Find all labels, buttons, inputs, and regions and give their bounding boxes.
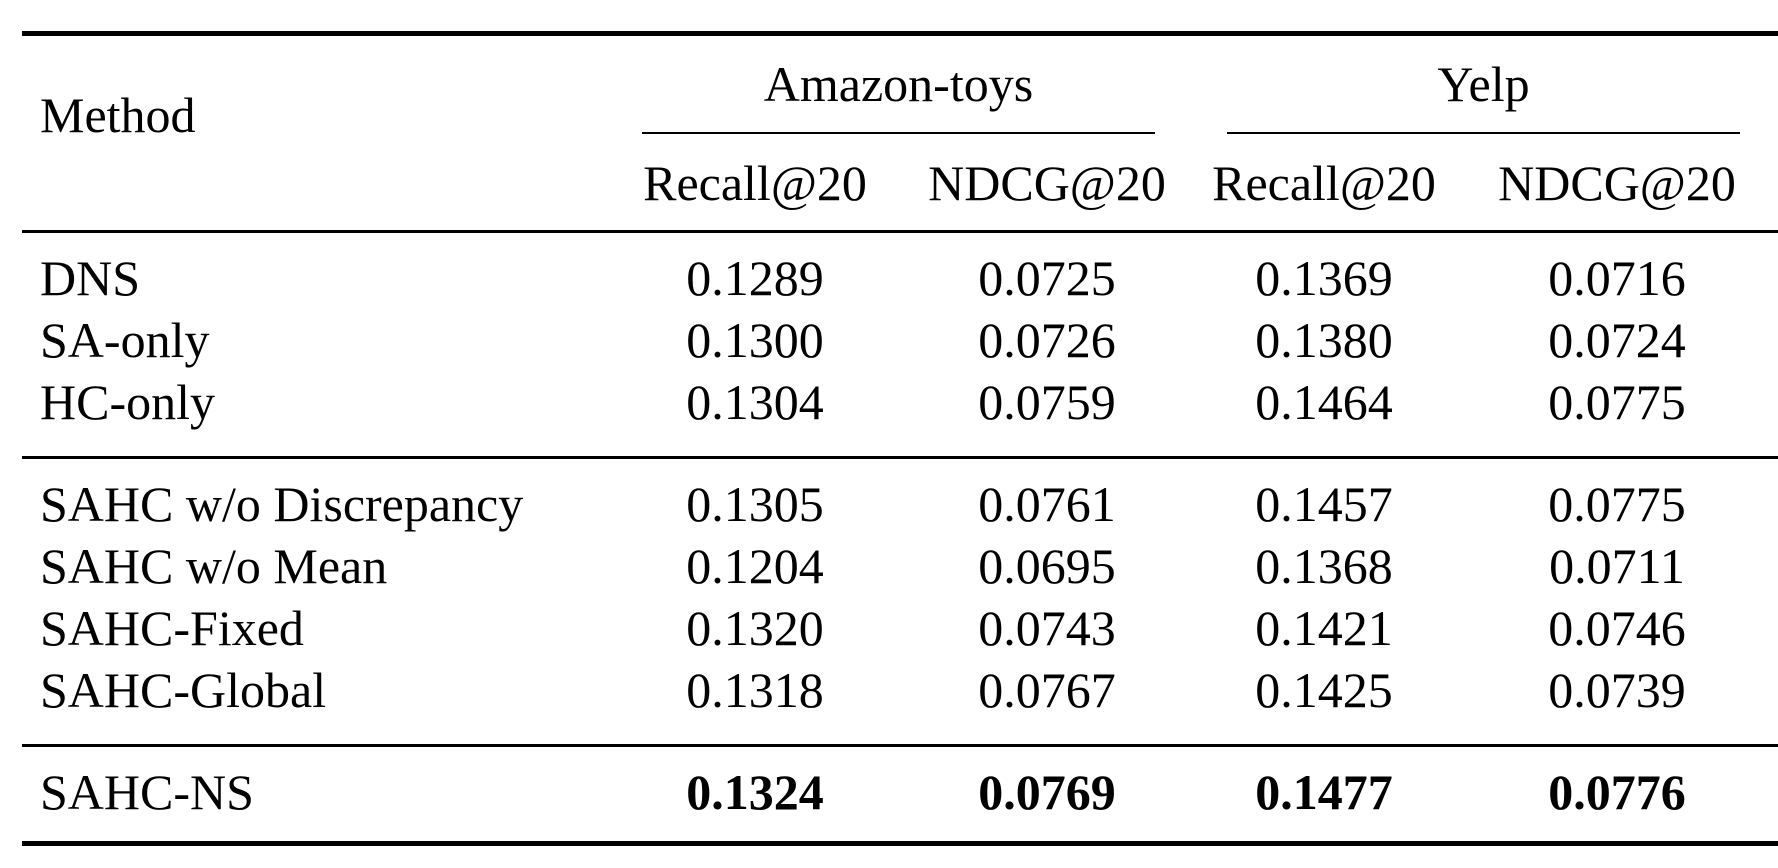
table-cell: 0.0739	[1548, 662, 1686, 718]
table-cell: 0.1425	[1255, 662, 1393, 718]
table-cell: 0.1305	[686, 476, 824, 532]
header-rule	[22, 230, 1778, 233]
table-cell: 0.1368	[1255, 538, 1393, 594]
table-cell: 0.1204	[686, 538, 824, 594]
table-cell: 0.0716	[1548, 250, 1686, 306]
table-cell: 0.1369	[1255, 250, 1393, 306]
table-cell: 0.0767	[978, 662, 1116, 718]
table-cell: 0.0743	[978, 600, 1116, 656]
table-cell: 0.1421	[1255, 600, 1393, 656]
top-rule	[22, 31, 1778, 36]
table-cell: 0.1318	[686, 662, 824, 718]
table-cell-best: 0.1477	[1255, 764, 1393, 820]
table-cell: 0.1320	[686, 600, 824, 656]
row-label: HC-only	[40, 374, 215, 430]
table-cell: 0.0725	[978, 250, 1116, 306]
table-cell: 0.0724	[1548, 312, 1686, 368]
table-cell: 0.0695	[978, 538, 1116, 594]
yelp-ndcg-header: NDCG@20	[1498, 155, 1736, 211]
group-header-amazon: Amazon-toys	[763, 56, 1034, 112]
table-cell: 0.1300	[686, 312, 824, 368]
group-header-yelp: Yelp	[1437, 56, 1530, 112]
table-cell: 0.1464	[1255, 374, 1393, 430]
table-cell: 0.0775	[1548, 374, 1686, 430]
table-cell-best: 0.1324	[686, 764, 824, 820]
amazon-group-rule	[642, 132, 1155, 134]
section-rule-1	[22, 456, 1778, 459]
bottom-rule	[22, 841, 1778, 846]
row-label: SAHC-NS	[40, 764, 254, 820]
yelp-recall-header: Recall@20	[1212, 155, 1436, 211]
amazon-recall-header: Recall@20	[643, 155, 867, 211]
row-label: DNS	[40, 250, 141, 306]
table-cell: 0.0775	[1548, 476, 1686, 532]
table-cell: 0.0761	[978, 476, 1116, 532]
table-cell: 0.1457	[1255, 476, 1393, 532]
row-label: SAHC w/o Discrepancy	[40, 476, 524, 532]
table-cell: 0.1380	[1255, 312, 1393, 368]
yelp-group-rule	[1227, 132, 1740, 134]
row-label: SAHC-Fixed	[40, 600, 304, 656]
table-cell-best: 0.0776	[1548, 764, 1686, 820]
table-cell: 0.0746	[1548, 600, 1686, 656]
table-cell: 0.1289	[686, 250, 824, 306]
row-label: SA-only	[40, 312, 210, 368]
table-cell: 0.0711	[1549, 538, 1685, 594]
row-label: SAHC w/o Mean	[40, 538, 388, 594]
amazon-ndcg-header: NDCG@20	[928, 155, 1166, 211]
section-rule-2	[22, 744, 1778, 747]
results-table: Method Amazon-toys Yelp Recall@20 NDCG@2…	[22, 0, 1778, 868]
table-cell: 0.0759	[978, 374, 1116, 430]
row-label: SAHC-Global	[40, 662, 327, 718]
table-cell: 0.1304	[686, 374, 824, 430]
table-cell-best: 0.0769	[978, 764, 1116, 820]
method-header: Method	[40, 87, 196, 143]
table-cell: 0.0726	[978, 312, 1116, 368]
